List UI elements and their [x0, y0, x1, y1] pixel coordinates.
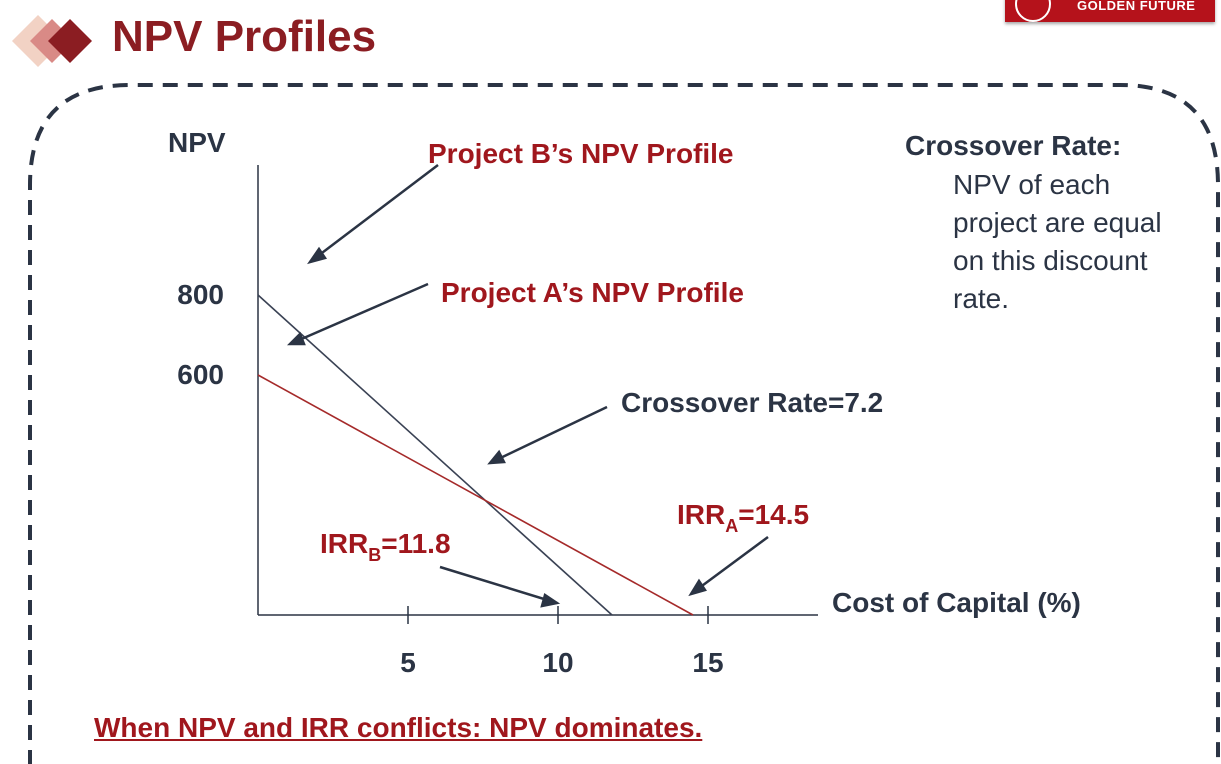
x-tick-label: 5	[400, 647, 416, 678]
footer-note: When NPV and IRR conflicts: NPV dominate…	[94, 712, 702, 744]
x-axis-label: Cost of Capital (%)	[832, 587, 1081, 618]
project-a-arrowhead	[290, 334, 304, 344]
x-tick-label: 15	[692, 647, 723, 678]
crossover-arrowhead	[490, 452, 504, 463]
irr-b-label: IRRB=11.8	[320, 528, 451, 565]
y-axis-label: NPV	[168, 127, 226, 158]
crossover-arrow	[490, 407, 607, 463]
axis-ticks: 5 10 15 600 800	[177, 279, 723, 678]
irr-a-label: IRRA=14.5	[677, 499, 809, 536]
series-lines	[258, 295, 693, 615]
project-b-label: Project B’s NPV Profile	[428, 138, 734, 169]
x-tick-label: 10	[542, 647, 573, 678]
project-a-label: Project A’s NPV Profile	[441, 277, 744, 308]
project-b-arrow	[310, 165, 438, 262]
y-tick-label: 800	[177, 279, 224, 310]
crossover-description: NPV of each project are equal on this di…	[953, 166, 1173, 318]
y-tick-label: 600	[177, 359, 224, 390]
irr-b-arrowhead	[542, 595, 557, 606]
project-a-arrow	[290, 284, 428, 344]
irr-b-arrow	[440, 567, 557, 603]
irr-a-arrowhead	[691, 581, 705, 594]
project-b-npv-line	[258, 295, 612, 615]
crossover-title: Crossover Rate:	[905, 130, 1205, 162]
crossover-explanation: Crossover Rate: NPV of each project are …	[905, 130, 1205, 318]
crossover-label: Crossover Rate=7.2	[621, 387, 883, 418]
